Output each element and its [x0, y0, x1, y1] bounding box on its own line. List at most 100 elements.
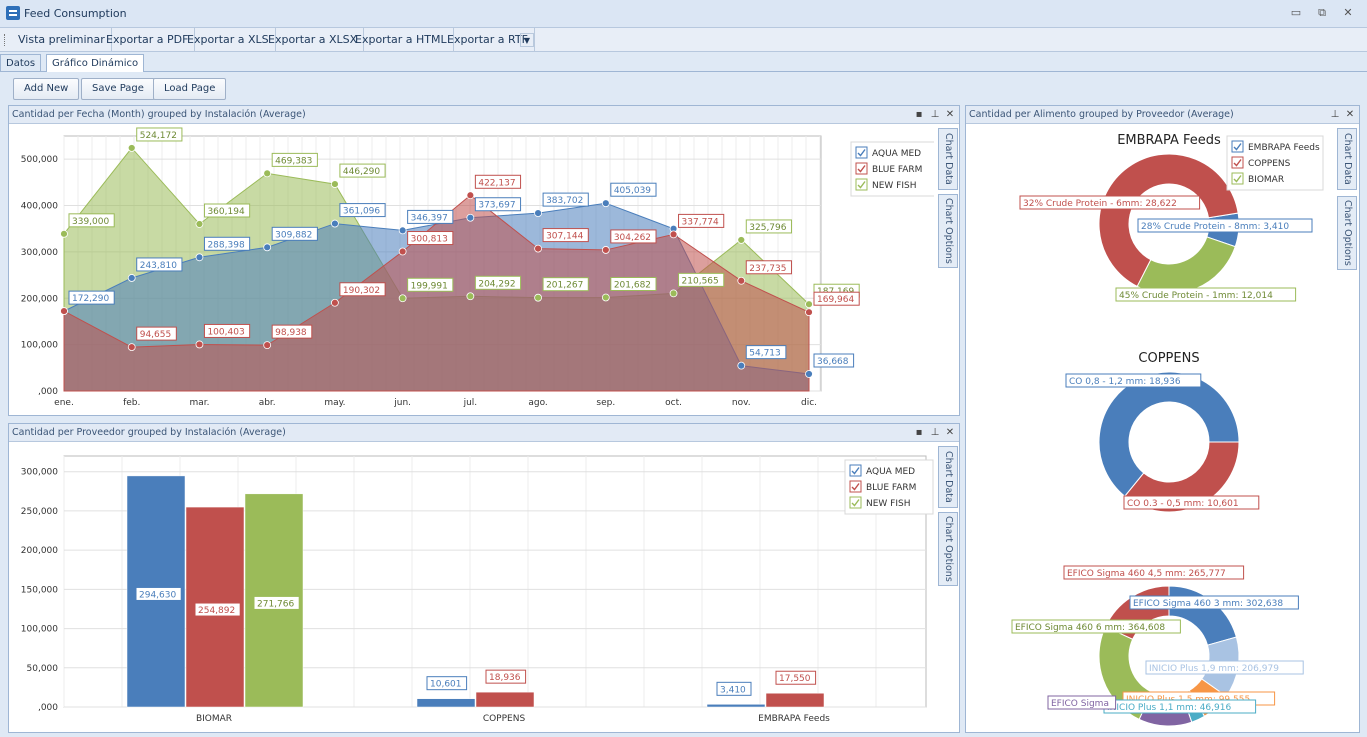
area-point: [466, 191, 475, 200]
toolbar-dropdown-icon[interactable]: ▼: [520, 33, 534, 47]
bar-legend-label: NEW FISH: [866, 499, 911, 509]
bar-y-tick: ,000: [38, 703, 58, 713]
chart-data-sidetab[interactable]: Chart Data: [938, 446, 958, 508]
window-titlebar: Feed Consumption ▭ ⧉ ✕: [0, 0, 1367, 28]
print-preview-button[interactable]: Vista preliminar: [12, 28, 112, 52]
chart-data-sidetab[interactable]: Chart Data: [938, 128, 958, 190]
chart-data-sidetab[interactable]: Chart Data: [1337, 128, 1357, 190]
area-point: [534, 209, 542, 218]
area-data-label: 422,137: [478, 178, 515, 188]
area-y-tick: ,000: [38, 387, 58, 397]
load-page-button[interactable]: Load Page: [153, 78, 227, 100]
maximize-icon[interactable]: ▪: [915, 109, 923, 120]
donut-data-label: EFICO Sigma 460 4,5 mm: 265,777: [1067, 569, 1226, 579]
bar-legend-label: BLUE FARM: [866, 483, 916, 493]
export-xlsx-button[interactable]: Exportar a XLSX: [262, 28, 365, 52]
donut-data-label-box: [1063, 565, 1245, 580]
toolbar-grip-icon[interactable]: [4, 34, 6, 46]
donut-data-label-box: [1123, 495, 1260, 510]
donut-legend-check-icon: [1231, 156, 1244, 169]
export-toolbar: Vista preliminar Exportar a PDF Exportar…: [0, 28, 1367, 52]
area-data-label: 169,964: [817, 295, 854, 305]
area-data-label-box: [610, 229, 657, 244]
donut-data-label: EFICO Sigma: [1051, 699, 1109, 709]
area-point: [331, 180, 339, 188]
pin-icon[interactable]: ⊥: [930, 427, 940, 438]
donut-legend-label: BIOMAR: [1248, 175, 1284, 185]
panel-close-icon[interactable]: ✕: [945, 109, 955, 120]
export-rtf-button[interactable]: Exportar a RTF: [441, 28, 535, 52]
pin-icon[interactable]: ⊥: [930, 109, 940, 120]
area-data-label-box: [68, 213, 115, 228]
bar-aqua-med: [416, 698, 476, 708]
bar-data-label-box: [253, 595, 300, 610]
donut-data-label: CO 0.3 - 0,5 mm: 10,601: [1127, 499, 1239, 509]
area-y-tick: 200,000: [21, 294, 58, 304]
bar-data-label: 271,766: [257, 599, 294, 609]
area-data-label: 446,290: [343, 167, 380, 177]
area-x-tick: ago.: [528, 398, 547, 408]
bar-data-label-box: [135, 586, 182, 601]
area-data-label-box: [474, 275, 522, 290]
donut-data-label: EFICO Sigma 460 3 mm: 302,638: [1133, 599, 1283, 609]
donut-panel-title: Cantidad per Alimento grouped by Proveed…: [966, 106, 1359, 124]
tab-datos[interactable]: Datos: [0, 54, 42, 72]
area-legend-check-mark: [857, 181, 866, 189]
area-point: [737, 276, 746, 285]
area-data-label: 288,398: [207, 240, 244, 250]
area-x-tick: jul.: [463, 398, 478, 408]
donut-data-label-box: [1065, 373, 1202, 388]
area-point: [263, 243, 272, 252]
donut-data-label: 28% Crude Protein - 8mm: 3,410: [1141, 222, 1289, 232]
area-data-label-box: [745, 219, 792, 234]
donut-title: COPPENS: [1138, 351, 1199, 366]
area-point: [195, 253, 204, 262]
bar-legend-check-mark: [851, 467, 860, 475]
chart-options-sidetab[interactable]: Chart Options: [938, 512, 958, 586]
close-icon[interactable]: ✕: [1343, 6, 1353, 19]
area-point: [195, 220, 204, 228]
area-chart: ,000 100,000 200,000 300,000 400,000 500,000 e…: [21, 127, 934, 408]
panel-close-icon[interactable]: ✕: [1345, 109, 1355, 120]
area-data-label-box: [542, 228, 589, 243]
area-y-tick: 500,000: [21, 155, 58, 165]
add-new-button[interactable]: Add New: [13, 78, 80, 100]
bar-y-tick: 300,000: [21, 468, 58, 478]
chart-options-sidetab[interactable]: Chart Options: [938, 194, 958, 268]
chart-options-sidetab[interactable]: Chart Options: [1337, 196, 1357, 270]
app-icon: [6, 6, 20, 20]
area-point: [60, 307, 68, 316]
area-x-tick: ene.: [54, 398, 74, 408]
bar-x-tick: COPPENS: [483, 714, 526, 724]
area-data-label-box: [813, 353, 855, 368]
panel-close-icon[interactable]: ✕: [945, 427, 955, 438]
restore-icon[interactable]: ⧉: [1318, 6, 1326, 19]
area-panel-title: Cantidad per Fecha (Month) grouped by In…: [9, 106, 959, 124]
area-data-label-box: [271, 152, 318, 167]
page-buttons: Add New Save Page Load Page: [0, 72, 1367, 102]
area-y-tick: 400,000: [21, 202, 58, 212]
area-legend-check-mark: [857, 149, 866, 157]
pin-icon[interactable]: ⊥: [1330, 109, 1340, 120]
maximize-icon[interactable]: ▪: [915, 427, 923, 438]
export-html-button[interactable]: Exportar a HTML: [349, 28, 454, 52]
area-data-label: 405,039: [614, 186, 651, 196]
export-pdf-button[interactable]: Exportar a PDF: [100, 28, 196, 52]
minimize-icon[interactable]: ▭: [1290, 6, 1302, 19]
area-x-tick: jun.: [393, 398, 411, 408]
bar-panel-title: Cantidad per Proveedor grouped by Instal…: [9, 424, 959, 442]
area-data-label: 201,267: [546, 281, 583, 291]
bar-legend-check-mark: [851, 499, 860, 507]
bar-y-tick: 50,000: [27, 664, 59, 674]
area-point: [398, 247, 407, 256]
area-legend-check-icon: [855, 162, 868, 175]
area-data-label-box: [542, 192, 589, 207]
export-xls-button[interactable]: Exportar a XLS: [181, 28, 276, 52]
area-data-label-box: [339, 282, 386, 297]
save-page-button[interactable]: Save Page: [81, 78, 155, 100]
tab-grafico-dinamico[interactable]: Gráfico Dinámico: [46, 54, 145, 72]
area-point: [127, 144, 136, 152]
bar-data-label-box: [485, 669, 527, 684]
area-data-label-box: [610, 182, 657, 197]
area-point: [127, 274, 136, 282]
